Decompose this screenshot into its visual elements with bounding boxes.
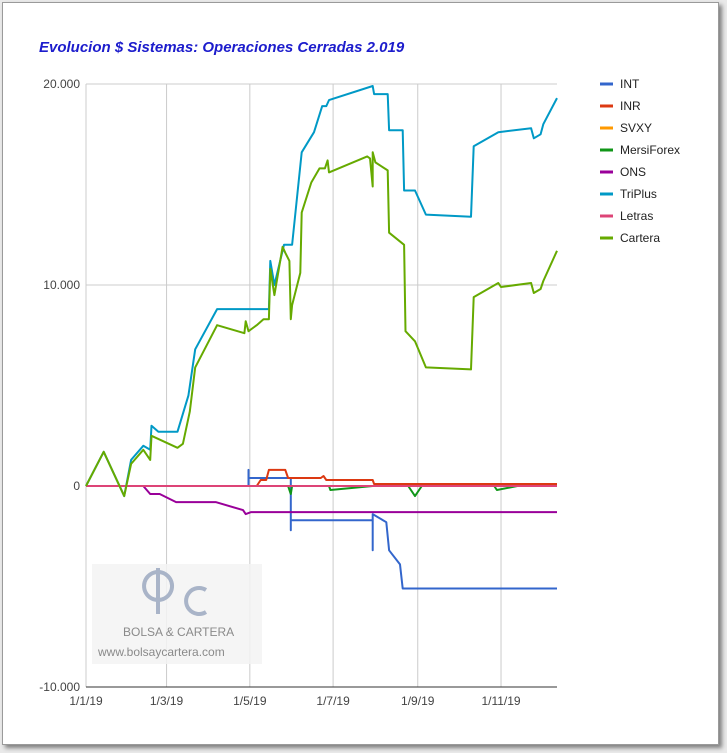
legend-label: INR <box>620 99 641 113</box>
legend-label: MersiForex <box>620 143 680 157</box>
watermark-box <box>92 564 262 664</box>
watermark: BOLSA & CARTERA www.bolsaycartera.com <box>92 564 262 664</box>
legend-label: SVXY <box>620 121 652 135</box>
legend-label: ONS <box>620 165 646 179</box>
x-tick-label: 1/5/19 <box>233 694 267 708</box>
x-tick-label: 1/9/19 <box>401 694 435 708</box>
series-line-int <box>86 468 557 590</box>
watermark-url: www.bolsaycartera.com <box>97 645 225 659</box>
y-tick-label: 0 <box>73 479 80 493</box>
y-tick-label: 20.000 <box>43 77 80 91</box>
y-tick-label: 10.000 <box>43 278 80 292</box>
chart-title: Evolucion $ Sistemas: Operaciones Cerrad… <box>39 39 405 56</box>
x-tick-label: 1/11/19 <box>481 694 520 708</box>
legend-label: INT <box>620 77 640 91</box>
bolsa-cartera-logo <box>142 568 208 616</box>
x-tick-label: 1/1/19 <box>69 694 103 708</box>
series-line-cartera <box>85 151 558 498</box>
x-tick-label: 1/7/19 <box>316 694 350 708</box>
legend-label: TriPlus <box>620 187 657 201</box>
watermark-brand: BOLSA & CARTERA <box>123 625 234 639</box>
series-line-ons <box>86 485 557 516</box>
legend: INT INR SVXY MersiForex ONS TriPlus Letras Cart… <box>600 77 680 245</box>
x-tick-label: 1/3/19 <box>150 694 184 708</box>
series-line-inr <box>86 468 557 487</box>
legend-label: Cartera <box>620 231 660 245</box>
legend-label: Letras <box>620 209 653 223</box>
series-lines <box>85 85 558 590</box>
y-tick-label: -10.000 <box>39 680 80 694</box>
series-line-triplus <box>85 85 558 498</box>
